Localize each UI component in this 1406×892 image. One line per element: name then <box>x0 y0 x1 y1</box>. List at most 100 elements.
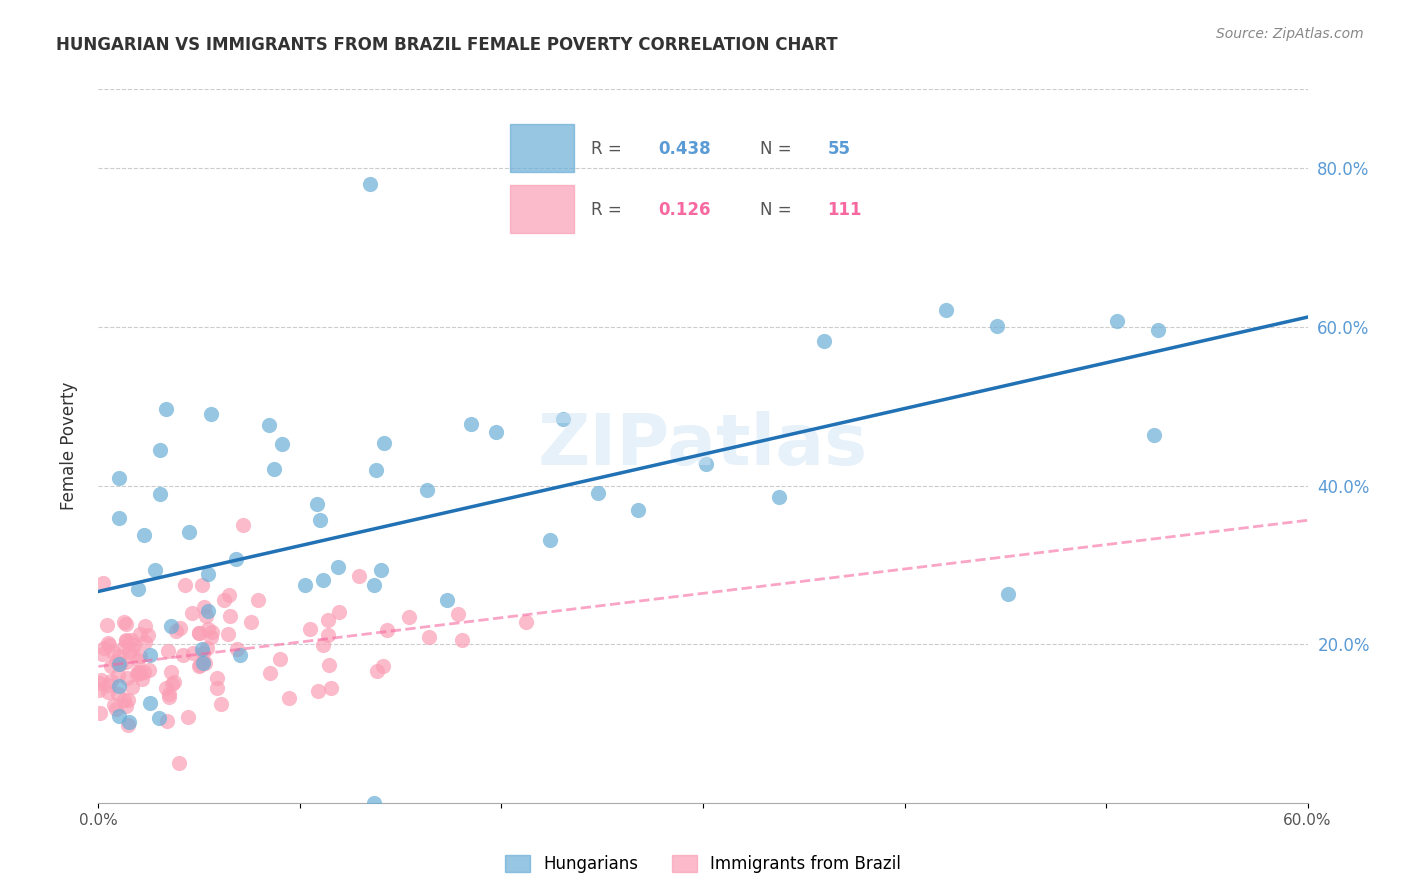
Point <box>218 588 240 602</box>
Point <box>309 513 332 527</box>
Point <box>316 613 339 627</box>
Point <box>118 714 141 729</box>
Point <box>121 641 143 656</box>
Point <box>191 655 214 669</box>
Point <box>326 560 349 574</box>
Point <box>328 605 350 619</box>
Point <box>96 618 118 632</box>
Point <box>177 525 200 540</box>
Point <box>155 681 177 695</box>
Point <box>191 642 214 657</box>
Point <box>347 569 370 583</box>
Point <box>98 638 121 652</box>
Point <box>167 756 190 771</box>
Point <box>191 577 214 591</box>
Point <box>114 698 136 713</box>
Point <box>205 671 228 685</box>
Point <box>112 640 135 654</box>
Point <box>813 334 835 348</box>
Point <box>1107 314 1129 328</box>
Point <box>538 533 561 548</box>
Point <box>316 628 339 642</box>
Point <box>935 303 957 318</box>
Point <box>107 471 129 485</box>
Point <box>112 615 135 630</box>
Point <box>148 711 170 725</box>
Point <box>294 577 316 591</box>
Point <box>188 658 211 673</box>
Point <box>107 688 129 702</box>
Point <box>263 462 285 476</box>
Point <box>149 487 172 501</box>
Point <box>149 443 172 458</box>
Point <box>436 592 458 607</box>
Point <box>105 654 128 668</box>
Point <box>195 641 218 656</box>
Point <box>359 178 381 192</box>
Point <box>117 718 139 732</box>
Point <box>225 552 247 566</box>
Point <box>278 691 301 706</box>
Point <box>200 630 222 644</box>
Point <box>451 632 474 647</box>
Point <box>157 687 180 701</box>
Point <box>117 692 139 706</box>
Point <box>97 684 120 698</box>
Point <box>115 655 138 669</box>
Point <box>986 318 1008 333</box>
Point <box>768 490 790 504</box>
Point <box>586 486 609 500</box>
Point <box>247 592 270 607</box>
Point <box>107 708 129 723</box>
Point <box>447 607 470 622</box>
Point <box>115 671 138 685</box>
Point <box>100 673 122 688</box>
Point <box>485 425 508 439</box>
Point <box>131 673 153 687</box>
Point <box>217 627 239 641</box>
Point <box>191 657 214 671</box>
Point <box>121 681 143 695</box>
Point <box>127 667 149 681</box>
Point <box>197 622 219 636</box>
Point <box>460 417 482 431</box>
Point <box>138 663 160 677</box>
Point <box>127 665 149 680</box>
Point <box>129 649 152 664</box>
Point <box>169 621 191 635</box>
Point <box>172 648 194 663</box>
Point <box>174 578 197 592</box>
Point <box>218 608 240 623</box>
Point <box>129 627 152 641</box>
Point <box>515 615 537 630</box>
Point <box>124 638 146 652</box>
Point <box>201 624 224 639</box>
Point <box>200 408 222 422</box>
Point <box>239 615 262 629</box>
Point <box>371 658 394 673</box>
Legend: Hungarians, Immigrants from Brazil: Hungarians, Immigrants from Brazil <box>498 848 908 880</box>
Text: Source: ZipAtlas.com: Source: ZipAtlas.com <box>1216 27 1364 41</box>
Point <box>212 592 235 607</box>
Point <box>91 648 114 662</box>
Text: HUNGARIAN VS IMMIGRANTS FROM BRAZIL FEMALE POVERTY CORRELATION CHART: HUNGARIAN VS IMMIGRANTS FROM BRAZIL FEMA… <box>56 36 838 54</box>
Point <box>195 609 218 624</box>
Point <box>370 563 392 577</box>
Point <box>100 659 122 673</box>
Point <box>695 458 717 472</box>
Point <box>229 648 252 662</box>
Point <box>398 609 420 624</box>
Point <box>366 463 388 477</box>
Point <box>143 563 166 577</box>
Point <box>120 632 142 647</box>
Point <box>105 702 128 716</box>
Point <box>89 676 111 690</box>
Point <box>366 664 388 678</box>
Point <box>112 693 135 707</box>
Point <box>181 607 204 621</box>
Point <box>1146 323 1168 337</box>
Point <box>416 483 439 497</box>
Point <box>103 645 125 659</box>
Point <box>118 645 141 659</box>
Point <box>307 684 329 698</box>
